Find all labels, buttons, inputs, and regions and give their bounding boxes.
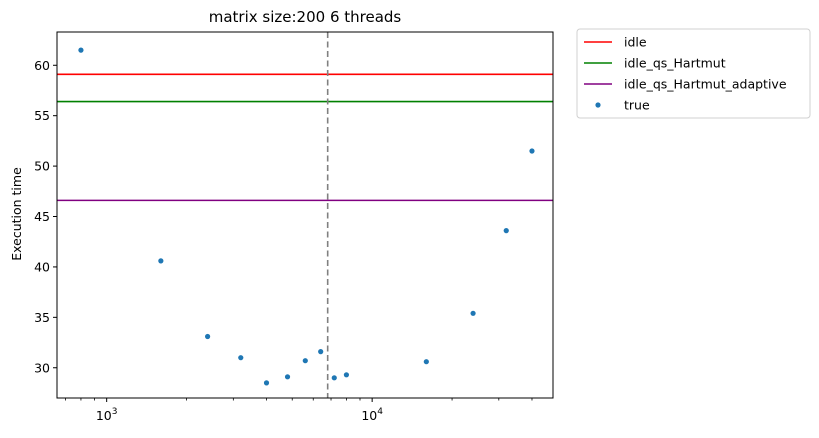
point-0-8: [331, 375, 337, 381]
point-0-5: [284, 374, 291, 380]
x-tick-label-0: 103: [96, 407, 118, 423]
y-tick-label-50: 50: [34, 159, 50, 174]
point-0-10: [423, 359, 429, 365]
plot-area: [57, 32, 553, 398]
point-0-6: [302, 358, 308, 364]
axes: 30 35 40 45 50 55 60 103 104: [34, 58, 533, 423]
y-tick-label-60: 60: [34, 58, 50, 73]
point-0-2: [205, 333, 211, 340]
point-0-11: [470, 310, 476, 316]
legend-marker-0: [595, 102, 601, 108]
x-tick-label-1: 104: [361, 407, 383, 423]
y-tick-label-35: 35: [34, 310, 50, 325]
point-0-7: [318, 349, 324, 355]
legend-box: [576, 28, 811, 119]
chart-title: matrix size:200 6 threads: [209, 8, 402, 26]
point-0-4: [263, 380, 270, 386]
y-tick-label-30: 30: [34, 360, 50, 375]
y-tick-label-45: 45: [34, 209, 50, 224]
legend-label-1: idle_qs_Hartmut: [624, 56, 726, 71]
legend: idle idle_qs_Hartmut idle_qs_Hartmut_adapt…: [576, 28, 811, 119]
point-0-9: [343, 372, 350, 378]
y-tick-label-55: 55: [34, 108, 50, 123]
legend-label-2: idle_qs_Hartmut_adaptive: [624, 77, 787, 92]
point-0-1: [158, 258, 164, 264]
plot-frame: [56, 31, 554, 399]
point-0-3: [238, 355, 244, 361]
y-axis-label: Execution time: [9, 167, 24, 261]
legend-label-0: idle: [624, 35, 647, 50]
point-0-0: [78, 47, 84, 53]
point-0-13: [529, 148, 535, 154]
legend-series-label-0: true: [624, 98, 650, 113]
point-0-12: [503, 228, 509, 234]
y-tick-label-40: 40: [34, 259, 50, 274]
